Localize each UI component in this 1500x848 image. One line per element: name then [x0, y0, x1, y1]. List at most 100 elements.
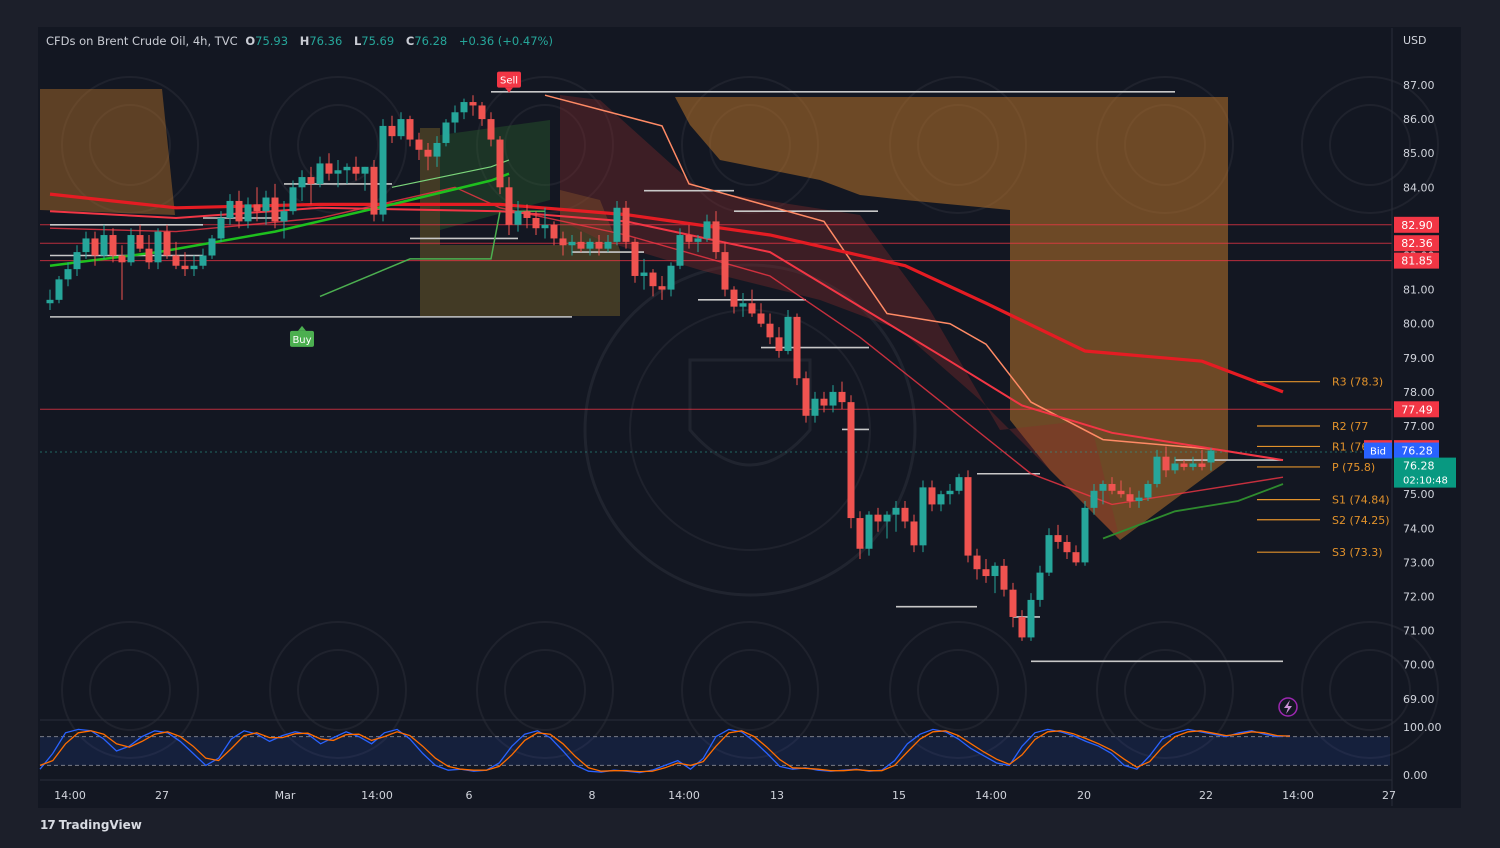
candle — [127, 228, 135, 266]
candle-body — [1045, 535, 1053, 573]
time-axis[interactable]: 14:00 27 Mar 14:00 6 8 14:00 13 15 14:00 20 22 14:00… — [40, 779, 1396, 802]
supertrend-down-line — [544, 94, 1221, 451]
candle — [1126, 487, 1134, 508]
candle — [451, 105, 459, 133]
pivot-label-r1: R1 (76 — [1332, 440, 1368, 453]
candle-body — [973, 555, 981, 570]
candle-body — [1171, 463, 1179, 471]
candle — [604, 235, 612, 253]
candle-body — [388, 125, 396, 137]
candle — [946, 483, 954, 505]
candle-body — [514, 211, 522, 225]
price-tick: 86.00 — [1403, 113, 1435, 126]
candle — [73, 245, 81, 276]
bid-tag — [1364, 442, 1392, 459]
candle — [262, 190, 270, 225]
buy-signal-label: Buy — [292, 335, 311, 346]
candle-body — [847, 402, 855, 519]
candle — [622, 200, 630, 249]
candle-body — [1135, 497, 1143, 502]
candle — [1027, 593, 1035, 641]
candle — [433, 136, 441, 167]
candle — [1153, 449, 1161, 488]
price-tick: 78.00 — [1403, 386, 1435, 399]
stoch-k-line — [39, 728, 1291, 774]
candle-body — [919, 487, 927, 546]
candle-body — [154, 231, 162, 263]
candle — [712, 211, 720, 259]
osc-tick-100: 100.00 — [1403, 721, 1442, 734]
watermark-seal-icon — [1301, 76, 1439, 214]
candle — [595, 235, 603, 256]
tradingview-brand[interactable]: 17 TradingView — [40, 818, 142, 832]
candle — [919, 480, 927, 553]
watermark-seal-icon — [1096, 621, 1234, 759]
stoch-d-line — [39, 730, 1291, 773]
candle — [424, 142, 432, 171]
candle-body — [1072, 552, 1080, 563]
candle-body — [1144, 483, 1152, 498]
candle-body — [757, 313, 765, 324]
candle-body — [640, 272, 648, 276]
watermark-seal-icon — [297, 649, 379, 731]
candle-body — [541, 224, 549, 229]
candle — [1099, 480, 1107, 505]
candle-body — [838, 391, 846, 403]
candle — [667, 262, 675, 297]
green-ema-line — [49, 172, 510, 267]
pivot-label-s3: S3 (73.3) — [1332, 546, 1383, 559]
watermark-seal-icon — [1329, 104, 1411, 186]
candle-body — [64, 269, 72, 280]
candle-body — [937, 494, 945, 505]
stochastic-oscillator: 100.00 0.00 — [39, 719, 1442, 782]
candle-body — [352, 166, 360, 174]
candle — [793, 313, 801, 386]
watermark-seal-icon — [917, 649, 999, 731]
candle — [208, 235, 216, 259]
candle — [406, 115, 414, 147]
lightning-icon — [1278, 697, 1298, 717]
candle — [253, 187, 261, 222]
low-value: 75.69 — [361, 34, 395, 48]
candle-body — [442, 122, 450, 143]
price-box — [1394, 252, 1439, 269]
candle-body — [127, 235, 135, 263]
candle-body — [865, 514, 873, 549]
candle — [973, 548, 981, 580]
candle — [109, 228, 117, 263]
bid-box-label: 76.28 — [1401, 445, 1433, 458]
candle-body — [208, 238, 216, 256]
candle-body — [550, 224, 558, 239]
candle-body — [109, 235, 117, 256]
watermark-seal-icon — [89, 649, 171, 731]
candle-body — [325, 163, 333, 174]
candle — [1171, 456, 1179, 474]
candle — [802, 371, 810, 423]
watermark-seal-icon — [709, 649, 791, 731]
price-tick: 84.00 — [1403, 181, 1435, 194]
close-label: C — [405, 34, 415, 48]
watermark-seal-icon — [1329, 649, 1411, 731]
candle — [244, 197, 252, 229]
candle — [370, 160, 378, 222]
ohlc-close: C76.28 — [406, 34, 451, 48]
price-box-label: 82.90 — [1401, 219, 1433, 232]
candle — [415, 132, 423, 161]
lightning-ring — [1278, 697, 1298, 717]
sell-arrow-icon — [505, 87, 513, 93]
price-tick: 75.00 — [1403, 488, 1435, 501]
sell-signal-label: Sell — [500, 76, 518, 87]
price-tick: 77.00 — [1403, 420, 1435, 433]
candle — [910, 514, 918, 553]
candle — [1063, 535, 1071, 559]
candle — [343, 163, 351, 184]
candle-body — [775, 337, 783, 351]
candle-body — [370, 166, 378, 215]
candle — [577, 231, 585, 253]
price-tick: 79.00 — [1403, 352, 1435, 365]
candle — [865, 511, 873, 556]
band-orange — [40, 89, 175, 215]
candle — [1081, 501, 1089, 566]
